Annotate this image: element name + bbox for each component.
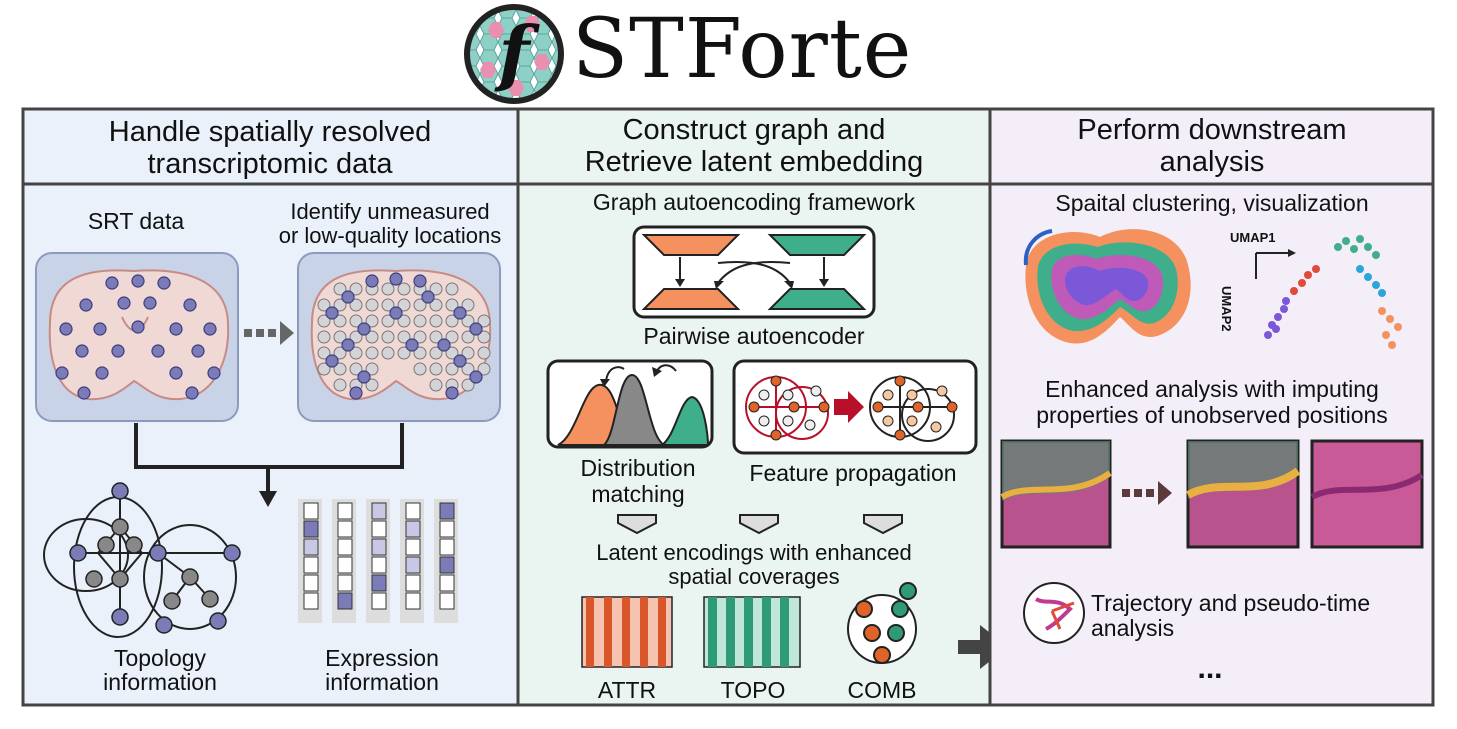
to-analysis-arrow-icon [958,625,990,669]
chevron-down-icons [617,514,903,535]
right-title-line2: analysis [1159,146,1265,178]
propagate-arrow-icon [834,391,864,423]
tissue-image-after [1186,439,1301,549]
clustering-label: Spaital clustering, visualization [1055,190,1369,216]
middle-title-line2: Retrieve latent embedding [584,146,924,178]
attr-encoding-icon [581,596,673,668]
left-title-line2: transcriptomic data [147,148,393,180]
left-title-line1: Handle spatially resolved [108,116,432,148]
attr-label: ATTR [597,677,657,703]
trajectory-label-line2: analysis [1091,615,1175,641]
expression-matrix-icon [298,499,458,623]
latent-label-line1: Latent encodings with enhanced [596,540,912,565]
comb-label: COMB [847,677,917,703]
dashed-arrow-icon-right [1122,481,1172,505]
umap1-label: UMAP1 [1230,230,1276,245]
topology-label-line1: Topology [113,645,207,671]
umap2-label: UMAP2 [1219,286,1234,332]
brain-section-icon [48,269,230,401]
trajectory-icon [1023,582,1085,644]
merge-connector [134,423,404,469]
middle-diagram [546,225,990,669]
topology-graph-icon [43,491,237,638]
srt-data-label: SRT data [87,208,185,234]
distribution-label-line2: matching [591,481,685,507]
identify-label-line2: or low-quality locations [278,223,502,248]
srt-spots [55,274,221,400]
umap-scatter [1264,235,1402,349]
dashed-arrow-icon [244,321,294,345]
left-diagram [35,252,501,638]
more-ellipsis: ... [1197,652,1223,685]
topo-label: TOPO [720,677,786,703]
imputed-spots [317,282,491,392]
framework-label: Graph autoencoding framework [592,189,916,215]
middle-title-line1: Construct graph and [622,114,886,146]
right-diagram [1000,229,1424,644]
feature-propagation-label: Feature propagation [749,460,957,486]
enhanced-label-line1: Enhanced analysis with imputing [1045,376,1379,402]
stforte-logo-icon: f [464,4,564,104]
comb-encoding-icon [847,582,917,664]
latent-label-line2: spatial coverages [668,564,840,589]
distribution-label-line1: Distribution [580,455,696,481]
expression-label-line2: information [325,669,439,695]
tissue-image-before [1000,439,1112,549]
pairwise-label: Pairwise autoencoder [643,323,865,349]
identify-label-line1: Identify unmeasured [290,199,490,224]
expression-label-line1: Expression [325,645,439,671]
enhanced-label-line2: properties of unobserved positions [1036,402,1388,428]
topology-label-line2: information [103,669,217,695]
right-title-line1: Perform downstream [1077,114,1347,146]
spatial-clustering-map [1023,229,1191,344]
app-title: STForte [572,2,913,97]
tissue-image-he [1310,439,1424,549]
topo-encoding-icon [703,596,801,668]
trajectory-label-line1: Trajectory and pseudo-time [1091,590,1371,616]
